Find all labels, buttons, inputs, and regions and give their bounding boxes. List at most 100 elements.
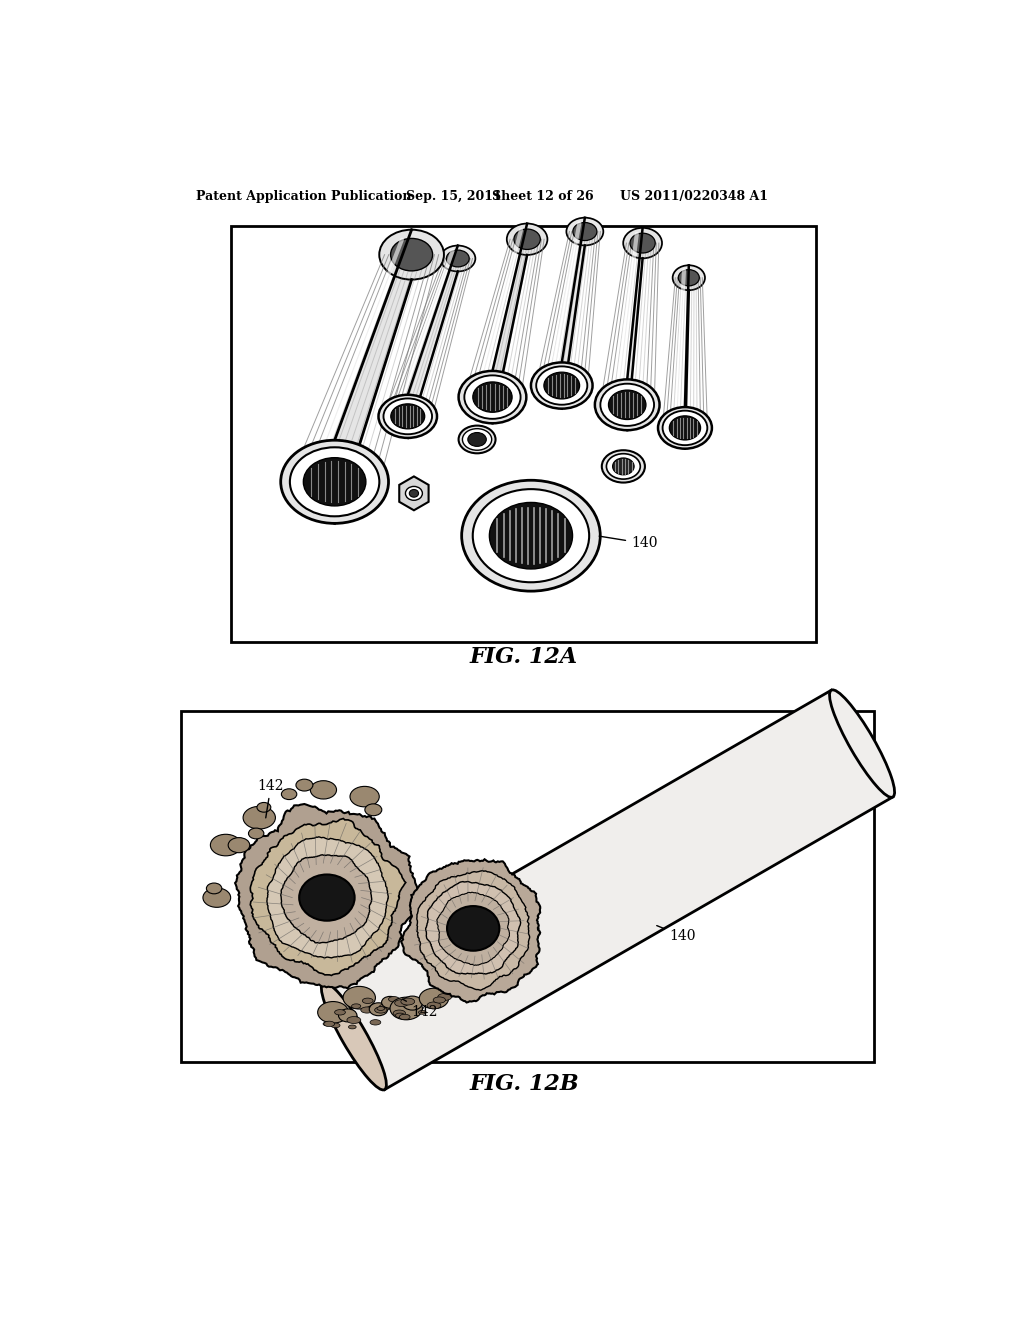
Ellipse shape bbox=[410, 490, 419, 498]
Ellipse shape bbox=[673, 265, 705, 290]
Ellipse shape bbox=[440, 246, 475, 272]
Ellipse shape bbox=[360, 1007, 373, 1014]
Ellipse shape bbox=[324, 1022, 335, 1027]
Polygon shape bbox=[628, 228, 643, 430]
Ellipse shape bbox=[203, 888, 230, 907]
Ellipse shape bbox=[382, 997, 398, 1008]
Ellipse shape bbox=[600, 384, 654, 426]
Ellipse shape bbox=[377, 1007, 385, 1010]
Text: Sep. 15, 2011: Sep. 15, 2011 bbox=[407, 190, 502, 203]
Polygon shape bbox=[562, 218, 585, 409]
Ellipse shape bbox=[473, 381, 512, 412]
Ellipse shape bbox=[400, 998, 415, 1005]
Polygon shape bbox=[281, 855, 372, 942]
Ellipse shape bbox=[419, 1010, 426, 1014]
Ellipse shape bbox=[433, 997, 445, 1003]
Ellipse shape bbox=[383, 399, 432, 434]
Ellipse shape bbox=[348, 1026, 356, 1028]
Ellipse shape bbox=[468, 433, 486, 446]
Ellipse shape bbox=[394, 1003, 401, 1007]
Ellipse shape bbox=[464, 375, 520, 418]
Ellipse shape bbox=[394, 999, 409, 1007]
Polygon shape bbox=[324, 690, 893, 1089]
Ellipse shape bbox=[531, 363, 593, 409]
Ellipse shape bbox=[379, 1003, 391, 1010]
Ellipse shape bbox=[427, 1002, 441, 1008]
Ellipse shape bbox=[395, 1014, 404, 1018]
Ellipse shape bbox=[514, 230, 541, 249]
Ellipse shape bbox=[303, 458, 366, 506]
Ellipse shape bbox=[370, 1003, 388, 1015]
Ellipse shape bbox=[572, 223, 597, 240]
Text: US 2011/0220348 A1: US 2011/0220348 A1 bbox=[620, 190, 768, 203]
Polygon shape bbox=[335, 230, 412, 524]
Text: 140: 140 bbox=[599, 536, 657, 550]
Text: 142: 142 bbox=[402, 999, 438, 1019]
Ellipse shape bbox=[388, 997, 399, 1002]
Ellipse shape bbox=[343, 986, 376, 1008]
Ellipse shape bbox=[608, 391, 646, 420]
Bar bbox=[180, 711, 873, 1061]
Ellipse shape bbox=[595, 379, 659, 430]
Ellipse shape bbox=[299, 874, 354, 921]
Ellipse shape bbox=[296, 779, 313, 791]
Ellipse shape bbox=[228, 838, 250, 853]
Ellipse shape bbox=[317, 1002, 348, 1023]
Ellipse shape bbox=[365, 804, 382, 816]
Ellipse shape bbox=[459, 425, 496, 453]
Ellipse shape bbox=[606, 454, 640, 479]
Ellipse shape bbox=[406, 487, 422, 500]
Ellipse shape bbox=[347, 1016, 360, 1023]
Ellipse shape bbox=[612, 458, 634, 475]
Ellipse shape bbox=[463, 429, 492, 450]
Ellipse shape bbox=[243, 807, 275, 829]
Ellipse shape bbox=[489, 503, 572, 569]
Ellipse shape bbox=[537, 367, 588, 405]
Ellipse shape bbox=[670, 416, 700, 440]
Polygon shape bbox=[493, 223, 527, 424]
Polygon shape bbox=[399, 477, 429, 511]
Text: FIG. 12A: FIG. 12A bbox=[469, 647, 578, 668]
Text: FIG. 12B: FIG. 12B bbox=[470, 1073, 580, 1094]
Ellipse shape bbox=[207, 883, 222, 894]
Text: Patent Application Publication: Patent Application Publication bbox=[196, 190, 412, 203]
Ellipse shape bbox=[459, 371, 526, 424]
Ellipse shape bbox=[282, 789, 297, 800]
Polygon shape bbox=[401, 859, 541, 1002]
Ellipse shape bbox=[375, 1007, 387, 1014]
Polygon shape bbox=[408, 246, 458, 438]
Ellipse shape bbox=[678, 269, 699, 286]
Polygon shape bbox=[426, 882, 520, 974]
Ellipse shape bbox=[462, 480, 600, 591]
Ellipse shape bbox=[322, 982, 386, 1090]
Ellipse shape bbox=[402, 997, 422, 1010]
Ellipse shape bbox=[829, 690, 895, 797]
Ellipse shape bbox=[210, 834, 242, 855]
Ellipse shape bbox=[323, 1022, 331, 1026]
Ellipse shape bbox=[446, 249, 469, 267]
Ellipse shape bbox=[310, 780, 337, 799]
Ellipse shape bbox=[339, 1008, 357, 1022]
Ellipse shape bbox=[507, 223, 548, 255]
Polygon shape bbox=[267, 837, 388, 958]
Ellipse shape bbox=[335, 1010, 345, 1015]
Text: 140: 140 bbox=[656, 925, 696, 942]
Ellipse shape bbox=[281, 441, 388, 524]
Ellipse shape bbox=[290, 447, 379, 516]
Ellipse shape bbox=[393, 1010, 406, 1016]
Ellipse shape bbox=[544, 372, 580, 399]
Ellipse shape bbox=[438, 994, 452, 1001]
Ellipse shape bbox=[351, 1003, 360, 1008]
Polygon shape bbox=[250, 818, 406, 975]
Polygon shape bbox=[437, 892, 510, 965]
Ellipse shape bbox=[257, 803, 270, 812]
Ellipse shape bbox=[566, 218, 603, 246]
Ellipse shape bbox=[473, 490, 589, 582]
Bar bbox=[230, 226, 816, 642]
Ellipse shape bbox=[350, 787, 379, 807]
Ellipse shape bbox=[391, 404, 425, 429]
Ellipse shape bbox=[663, 411, 708, 445]
Ellipse shape bbox=[419, 989, 449, 1008]
Ellipse shape bbox=[447, 906, 500, 950]
Text: Sheet 12 of 26: Sheet 12 of 26 bbox=[493, 190, 594, 203]
